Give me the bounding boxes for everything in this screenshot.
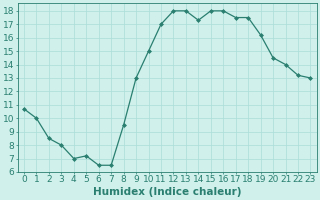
X-axis label: Humidex (Indice chaleur): Humidex (Indice chaleur) [93, 187, 242, 197]
